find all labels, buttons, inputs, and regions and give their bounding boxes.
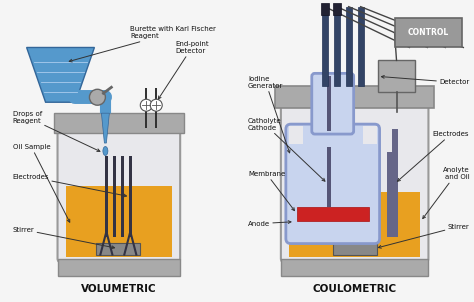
Bar [387,152,392,236]
Text: CONTROL: CONTROL [408,28,449,37]
FancyBboxPatch shape [57,125,180,262]
Text: Burette with Karl Fischer
Reagent: Burette with Karl Fischer Reagent [69,26,216,62]
Text: Detector: Detector [382,76,469,85]
Bar [346,7,352,86]
Text: COULOMETRIC: COULOMETRIC [312,284,397,294]
Polygon shape [101,113,109,143]
Bar [321,3,329,14]
Bar [113,156,116,236]
Bar [105,156,108,236]
FancyBboxPatch shape [281,100,428,262]
Bar [333,243,376,255]
Bar [281,259,428,276]
Polygon shape [27,47,94,102]
Text: VOLUMETRIC: VOLUMETRIC [81,284,156,294]
Text: Stirrer: Stirrer [378,224,469,248]
Text: Membrane: Membrane [248,171,294,210]
Bar [145,88,147,128]
Text: Electrodes: Electrodes [397,131,469,181]
Circle shape [90,89,105,105]
Bar [65,186,172,256]
Bar [289,126,303,144]
Text: Electrodes: Electrodes [13,174,127,197]
Bar [392,129,398,236]
Bar [121,156,124,236]
FancyBboxPatch shape [312,73,354,134]
Bar [292,136,298,236]
Bar [358,7,364,86]
Bar [54,113,184,133]
Bar [322,7,328,86]
Bar [289,192,420,256]
Bar [333,3,341,14]
Bar [394,18,462,47]
Text: Anolyte
and Oil: Anolyte and Oil [423,167,469,219]
Bar [129,156,132,236]
Text: Catholyte
Cathode: Catholyte Cathode [248,117,325,181]
Circle shape [140,99,152,111]
Text: Stirrer: Stirrer [13,226,115,249]
Bar [334,7,340,86]
Text: Iodine
Generator: Iodine Generator [248,76,290,153]
Circle shape [150,99,162,111]
Bar [155,88,157,128]
Bar [275,86,434,108]
FancyBboxPatch shape [286,124,380,244]
Bar [378,60,416,92]
Bar [363,126,376,144]
Bar [327,76,331,131]
Ellipse shape [103,146,108,156]
Bar [57,259,180,276]
Bar [96,243,140,255]
Bar [297,207,369,221]
Text: End-point
Detector: End-point Detector [158,41,209,99]
Text: Anode: Anode [248,221,291,227]
Text: Oil Sample: Oil Sample [13,144,70,222]
Bar [327,146,331,207]
Text: Drops of
Reagent: Drops of Reagent [13,111,100,151]
